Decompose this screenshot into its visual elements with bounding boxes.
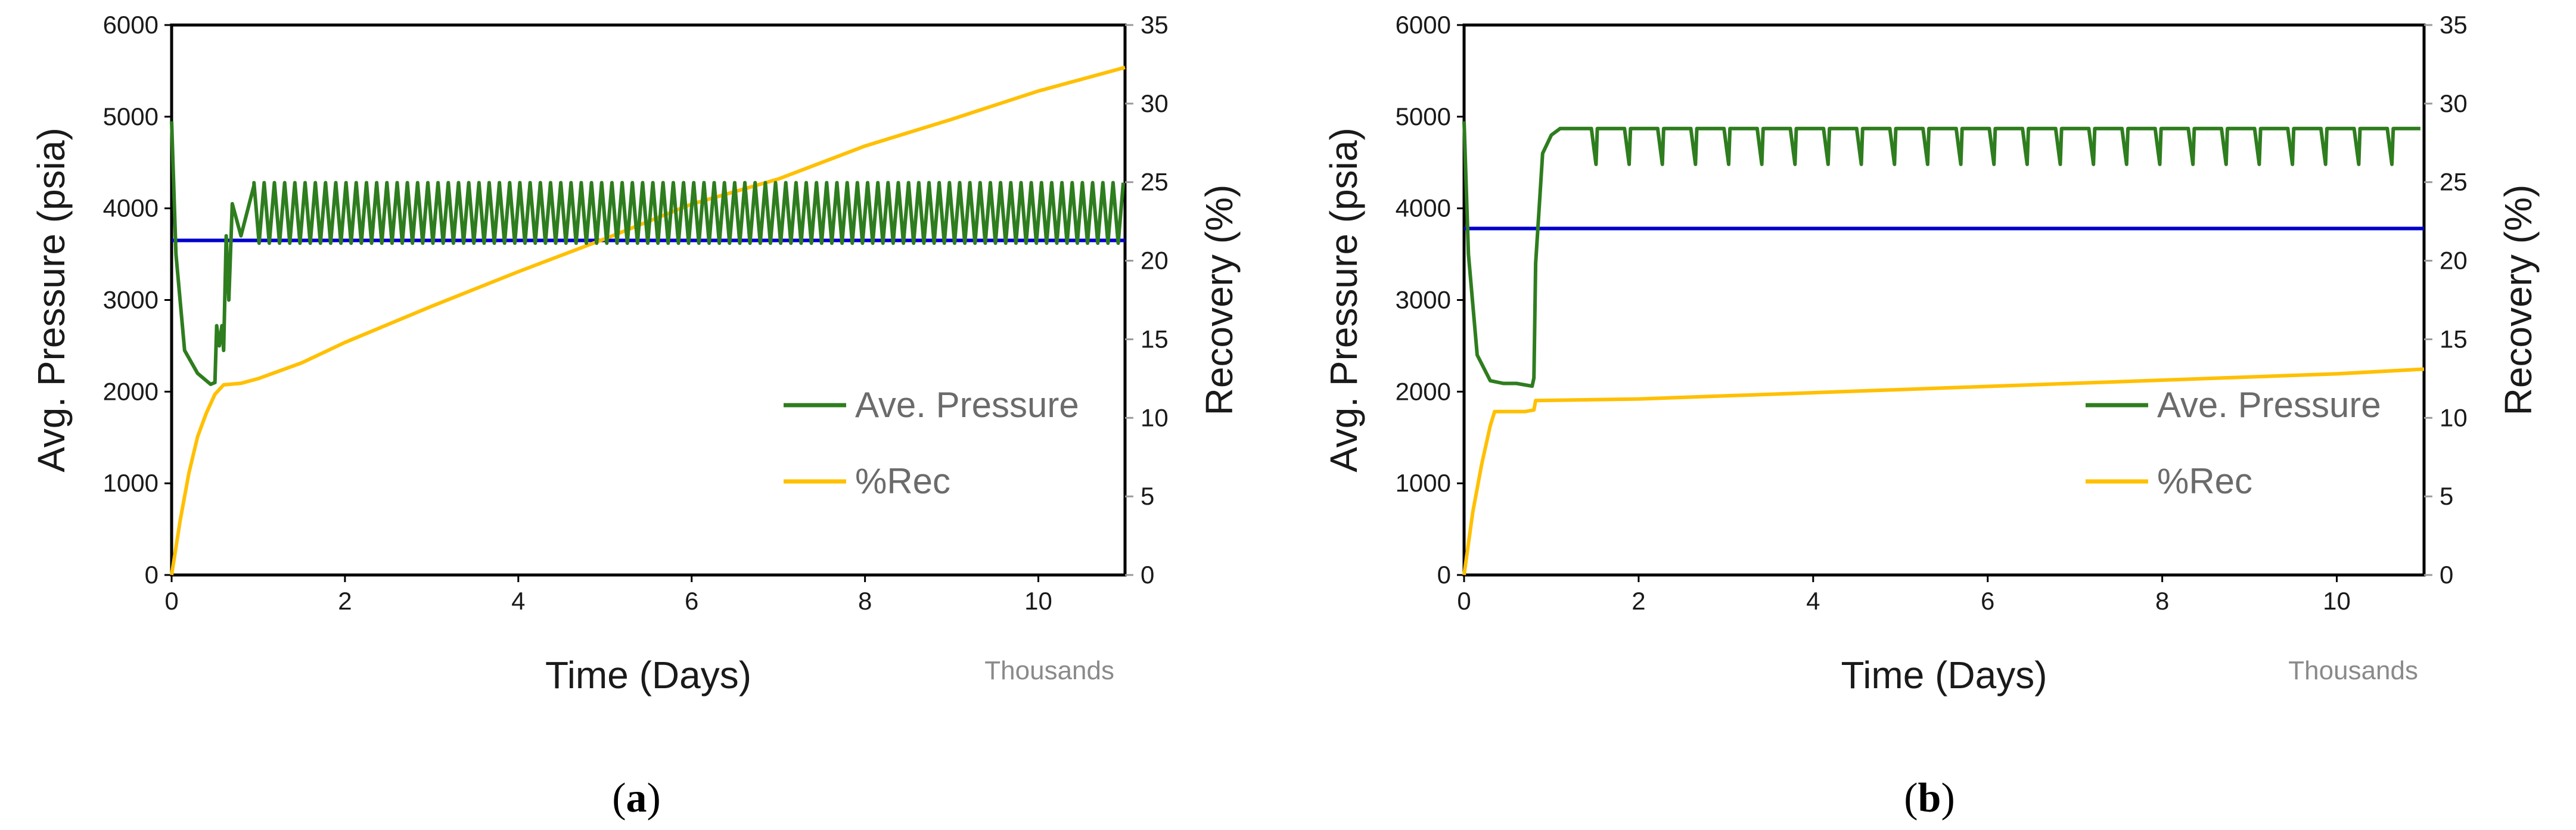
chart-a-y2-tick-label: 10 [1141, 403, 1169, 431]
chart-b-y-tick-label: 3000 [1396, 286, 1451, 314]
chart-a-y-tick-label: 2000 [103, 377, 159, 405]
chart-a-legend-label-recovery: %Rec [855, 461, 950, 501]
chart-a-x-tick-label: 8 [858, 587, 872, 615]
chart-a-legend-label-pressure: Ave. Pressure [855, 385, 1079, 425]
chart-b-x-tick-label: 8 [2155, 587, 2169, 615]
chart-b-y-tick-label: 0 [1437, 561, 1451, 589]
chart-a-x-tick-label: 0 [164, 587, 178, 615]
chart-a-y-tick-label: 4000 [103, 194, 159, 222]
chart-b-plot-frame [1462, 23, 2426, 577]
chart-b-y2-tick-label: 5 [2440, 482, 2453, 510]
chart-b-x-tick-label: 6 [1981, 587, 1994, 615]
chart-a-y2-tick-label: 25 [1141, 168, 1169, 196]
chart-a-y2-tick-label: 35 [1141, 11, 1169, 39]
chart-b-y2-tick-label: 30 [2440, 89, 2468, 117]
chart-a-x-tick-label: 6 [685, 587, 698, 615]
chart-b-y-axis-title: Avg. Pressure (psia) [1322, 128, 1365, 472]
chart-a-y2-tick-label: 0 [1141, 561, 1154, 589]
chart-panel-a: 0 1000 2000 3000 4000 5000 6000 0 5 10 15 20 25 30 35 0… [30, 11, 1241, 821]
chart-a-x-tick-label: 4 [511, 587, 525, 615]
chart-a-plot-frame [170, 23, 1127, 577]
chart-a-y-tick-label: 3000 [103, 286, 159, 314]
chart-b-x-axis-title: Time (Days) [1841, 654, 2047, 697]
chart-a-x-tick-label: 10 [1024, 587, 1052, 615]
chart-b-panel-label: (b) [1904, 775, 1955, 821]
chart-b-series-recovery-line [1462, 367, 2425, 576]
chart-b-x-units-label: Thousands [2288, 656, 2418, 685]
chart-a-y2-tick-label: 20 [1141, 247, 1169, 275]
chart-b-legend-label-pressure: Ave. Pressure [2157, 385, 2381, 425]
chart-a-y-tick-label: 5000 [103, 102, 159, 130]
chart-a-y2-tick-label: 15 [1141, 325, 1169, 353]
chart-b-x-tick-label: 0 [1457, 587, 1471, 615]
chart-a-y-tick-label: 0 [145, 561, 159, 589]
chart-b-y-tick-label: 1000 [1396, 469, 1451, 497]
chart-b-y2-tick-label: 15 [2440, 325, 2468, 353]
chart-b-y-tick-label: 5000 [1396, 102, 1451, 130]
chart-b-y2-tick-label: 25 [2440, 168, 2468, 196]
chart-b-legend-label-recovery: %Rec [2157, 461, 2252, 501]
chart-a-y2-tick-label: 5 [1141, 482, 1154, 510]
chart-b-y2-axis-title: Recovery (%) [2497, 185, 2540, 416]
chart-a-y-tick-label: 1000 [103, 469, 159, 497]
chart-a-series-recovery-line [170, 66, 1126, 576]
chart-b-x-tick-label: 4 [1806, 587, 1820, 615]
chart-b-y2-tick-label: 20 [2440, 247, 2468, 275]
chart-b-y-tick-label: 4000 [1396, 194, 1451, 222]
chart-b-y-tick-label: 2000 [1396, 377, 1451, 405]
chart-b-series-pressure-line [1462, 121, 2420, 388]
chart-a-y-tick-label: 6000 [103, 11, 159, 39]
chart-b-y-tick-label: 6000 [1396, 11, 1451, 39]
chart-a-x-units-label: Thousands [984, 656, 1114, 685]
chart-a-panel-label: (a) [612, 775, 661, 821]
chart-a-y2-axis-title: Recovery (%) [1198, 185, 1241, 416]
chart-a-x-tick-label: 2 [338, 587, 352, 615]
chart-b-x-tick-label: 10 [2323, 587, 2351, 615]
chart-b-y2-tick-label: 35 [2440, 11, 2468, 39]
chart-a-y2-tick-label: 30 [1141, 89, 1169, 117]
chart-panel-b: 0 1000 2000 3000 4000 5000 6000 0 5 10 15 20 25 30 35 0… [1322, 11, 2540, 821]
chart-b-y2-tick-label: 0 [2440, 561, 2453, 589]
chart-a-x-axis-title: Time (Days) [545, 654, 751, 697]
chart-b-x-tick-label: 2 [1632, 587, 1645, 615]
chart-b-y2-tick-label: 10 [2440, 403, 2468, 431]
chart-a-series-pressure-line [170, 121, 1126, 386]
chart-a-y-axis-title: Avg. Pressure (psia) [30, 128, 73, 472]
